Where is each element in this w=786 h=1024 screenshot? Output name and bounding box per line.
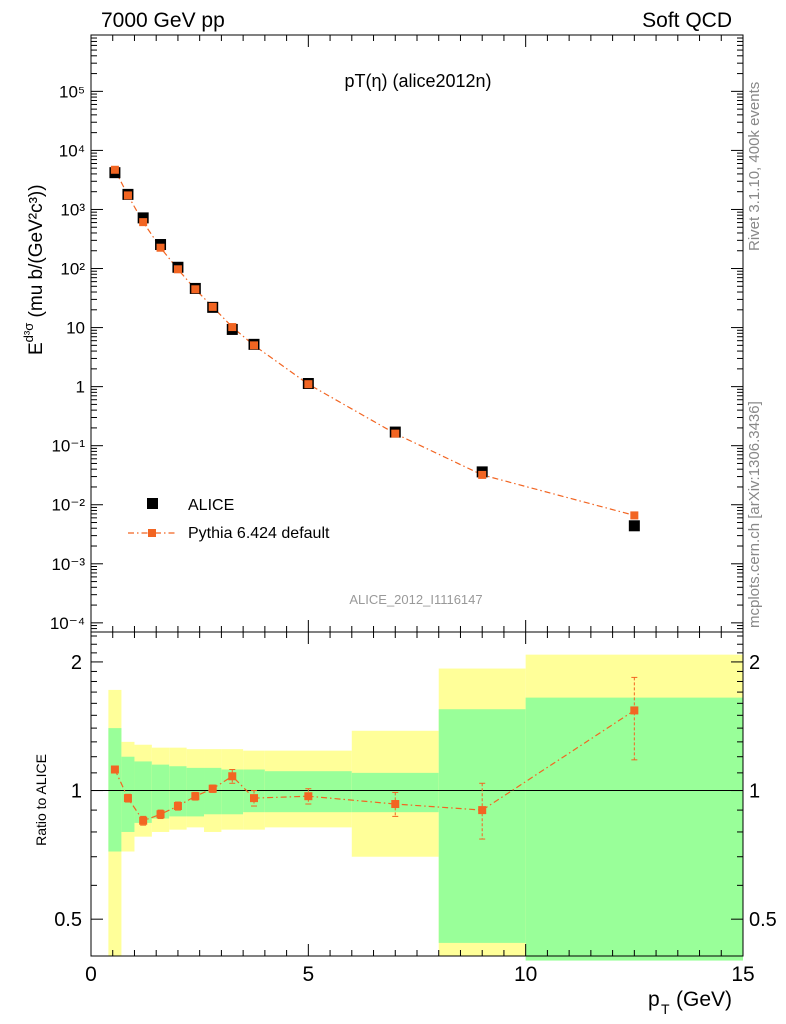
ratio-point-0 xyxy=(110,765,119,774)
header-energy-label: 7000 GeV pp xyxy=(101,9,225,32)
mc-point-1 xyxy=(123,191,132,200)
xlabel-p: p xyxy=(648,988,660,1011)
ratio-point-3 xyxy=(156,810,165,819)
ratio-point-11 xyxy=(478,806,487,815)
ymain-ticklabel-6: 10² xyxy=(60,260,85,279)
yratio-ticklabel-right-2: 2 xyxy=(749,652,760,674)
svg-text:Ed³σ (mu b/(GeV²c³)): Ed³σ (mu b/(GeV²c³)) xyxy=(21,184,47,355)
ylabel-units: (mu b/(GeV²c³)) xyxy=(26,184,47,322)
ratio-markers xyxy=(110,676,639,840)
ratio-point-1 xyxy=(123,794,132,803)
xlabel-unit: (GeV) xyxy=(676,988,732,1011)
chart-title: pT(η) (alice2012n) xyxy=(344,71,491,91)
mc-point-3 xyxy=(156,243,165,252)
yratio-ticklabel-right-1: 1 xyxy=(749,781,760,803)
legend: ALICE Pythia 6.424 default xyxy=(128,497,330,542)
ymain-ticklabel-7: 10³ xyxy=(60,200,85,219)
mc-point-9 xyxy=(304,380,313,389)
x-ticklabel-1: 5 xyxy=(302,963,314,986)
ratio-point-9 xyxy=(304,792,313,801)
ratio-point-12 xyxy=(630,706,639,715)
ymain-ticklabel-3: 10⁻¹ xyxy=(51,437,85,456)
legend-mc-label: Pythia 6.424 default xyxy=(188,525,330,542)
x-ticklabel-3: 15 xyxy=(731,963,754,986)
ylabel-e: E xyxy=(26,342,47,355)
mc-point-5 xyxy=(191,285,200,294)
ratio-ylabel: Ratio to ALICE xyxy=(33,754,49,846)
ymain-ticklabel-1: 10⁻³ xyxy=(51,555,85,574)
mc-curve-main xyxy=(114,169,635,516)
mc-point-2 xyxy=(139,218,148,227)
ratio-point-5 xyxy=(191,792,200,801)
axes xyxy=(90,34,744,957)
mc-point-12 xyxy=(630,511,639,520)
ylabel-d3: d³σ xyxy=(21,323,36,343)
main-ylabel: Ed³σ (mu b/(GeV²c³)) xyxy=(21,184,47,355)
ymain-ticklabel-9: 10⁵ xyxy=(59,82,85,101)
mc-point-11 xyxy=(478,470,487,479)
xlabel: p T (GeV) xyxy=(648,988,732,1017)
ratio-point-7 xyxy=(228,772,237,781)
mc-point-7 xyxy=(228,323,237,332)
yratio-ticklabel-left-2: 2 xyxy=(71,652,82,674)
header-category-label: Soft QCD xyxy=(642,9,732,32)
data-markers xyxy=(109,167,640,532)
band-inner-2 xyxy=(134,761,152,823)
ymain-ticklabel-8: 10⁴ xyxy=(59,141,85,160)
mc-point-4 xyxy=(173,265,182,274)
band-inner-4 xyxy=(169,766,187,817)
main-frame xyxy=(90,34,744,633)
ymain-ticklabel-2: 10⁻² xyxy=(51,496,85,515)
band-inner-7 xyxy=(221,769,244,815)
analysis-watermark: ALICE_2012_I1116147 xyxy=(349,592,482,607)
band-inner-12 xyxy=(525,697,743,961)
ymain-ticklabel-4: 1 xyxy=(76,378,85,397)
ratio-point-6 xyxy=(208,784,217,793)
ratio-uncertainty-bands xyxy=(108,654,743,961)
legend-data-marker xyxy=(147,498,158,509)
ratio-point-10 xyxy=(391,800,400,809)
ratio-point-2 xyxy=(139,816,148,825)
x-ticklabel-2: 10 xyxy=(514,963,537,986)
data-point-12 xyxy=(628,520,640,532)
ymain-ticklabel-0: 10⁻⁴ xyxy=(50,614,85,633)
yratio-ticklabel-left-1: 1 xyxy=(71,781,82,803)
mc-point-0 xyxy=(110,165,119,174)
yratio-ticklabel-left-0: 0.5 xyxy=(54,909,82,931)
mc-line-main xyxy=(114,169,635,516)
data-point-2 xyxy=(137,212,149,224)
tick-labels: 10⁻⁴ 10⁻³ 10⁻² 10⁻¹ 1 10 10² 10³ 10⁴ 10⁵ 0.5 0.5 1 1 2… xyxy=(50,82,777,986)
x-ticklabel-0: 0 xyxy=(85,963,97,986)
legend-data-label: ALICE xyxy=(188,497,234,514)
band-inner-0 xyxy=(108,728,122,852)
mc-markers xyxy=(110,165,639,520)
yratio-ticklabel-right-0: 0.5 xyxy=(749,909,777,931)
ymain-ticklabel-5: 10 xyxy=(66,319,85,338)
mc-point-6 xyxy=(208,302,217,311)
band-inner-3 xyxy=(151,764,170,819)
mc-point-8 xyxy=(250,341,258,350)
legend-mc-marker xyxy=(148,529,156,537)
ratio-point-8 xyxy=(250,794,258,803)
mc-point-10 xyxy=(391,429,400,438)
ratio-point-4 xyxy=(173,802,182,811)
xlabel-sub-t: T xyxy=(661,1001,670,1017)
